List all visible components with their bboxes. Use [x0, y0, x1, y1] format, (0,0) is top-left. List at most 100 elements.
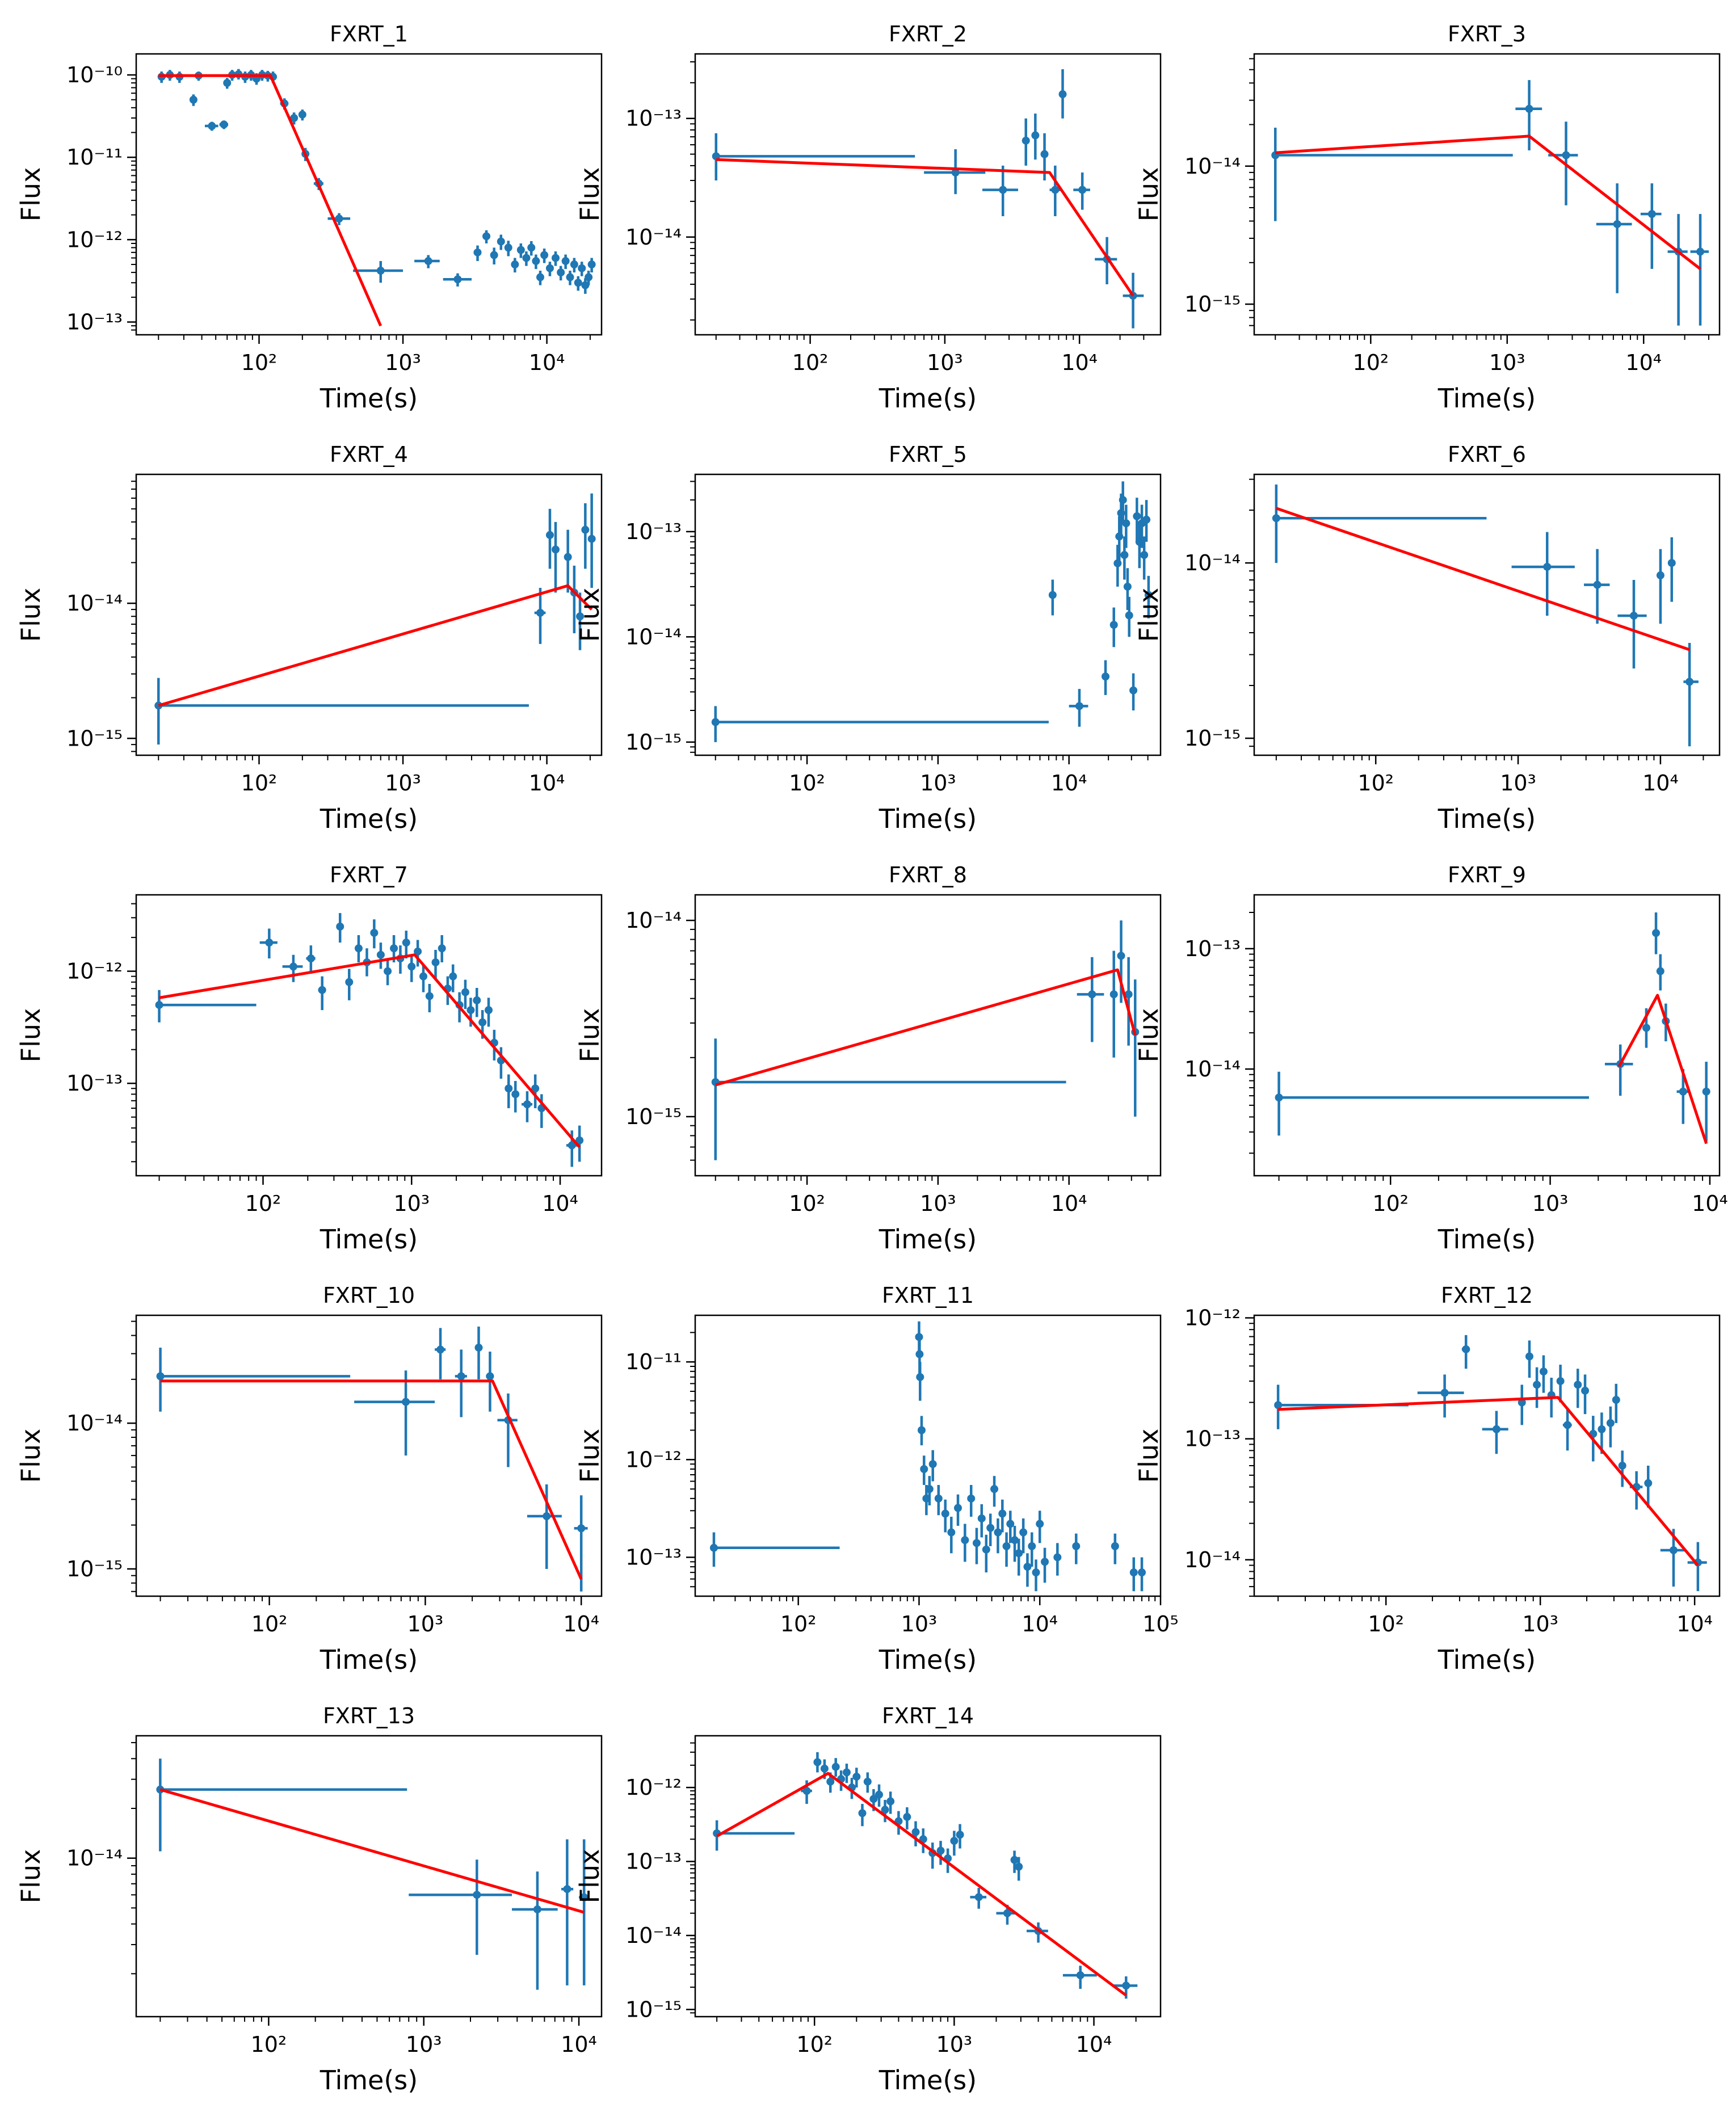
data-series: [711, 481, 1153, 742]
data-marker: [1629, 612, 1638, 620]
data-point: [711, 706, 1049, 742]
data-marker: [1644, 1479, 1653, 1487]
data-marker: [478, 1018, 487, 1026]
data-point: [1606, 1406, 1615, 1448]
data-marker: [1525, 104, 1533, 113]
data-point: [425, 984, 434, 1013]
data-marker: [484, 1006, 493, 1015]
data-point: [934, 1485, 943, 1516]
data-marker: [1076, 1971, 1085, 1980]
data-point: [587, 258, 596, 273]
data-marker: [1031, 131, 1040, 140]
data-point: [1640, 183, 1662, 269]
data-point: [443, 273, 472, 287]
data-point: [1022, 118, 1030, 166]
y-tick-label: 10⁻¹⁵: [66, 1556, 123, 1581]
data-point: [986, 1513, 995, 1546]
data-marker: [265, 939, 274, 947]
y-tick-label: 10⁻¹⁴: [1184, 154, 1241, 179]
x-tick-label: 10³: [927, 350, 963, 375]
panel-9: FXRT_9 Time(s) Flux 10² 10³ 10⁴ 10⁻¹⁴ 10⁻¹³: [1133, 862, 1728, 1255]
data-marker: [1011, 1536, 1019, 1545]
data-point: [318, 976, 326, 1011]
data-marker: [1274, 1401, 1283, 1409]
data-point: [972, 1528, 981, 1564]
data-point: [1515, 80, 1542, 151]
data-marker: [1696, 247, 1705, 256]
data-series: [154, 493, 596, 745]
data-marker: [820, 1764, 829, 1773]
data-marker: [1003, 1909, 1011, 1917]
axes-frame: [694, 894, 1162, 1177]
data-point: [916, 1362, 924, 1401]
data-point: [852, 1768, 861, 1788]
data-point: [831, 1758, 840, 1777]
minor-ticks: [131, 903, 554, 1181]
data-marker: [424, 257, 432, 266]
data-point: [998, 1499, 1007, 1533]
x-axis-label: Time(s): [878, 2065, 977, 2096]
data-point: [875, 1784, 884, 1807]
panel-11: FXRT_11 Time(s) Flux 10² 10³ 10⁴ 10⁵ 10⁻¹³ 10⁻¹²…: [574, 1283, 1179, 1675]
data-point: [578, 262, 586, 276]
fit-line: [159, 953, 581, 1148]
data-point: [924, 149, 986, 195]
fit-line: [160, 1379, 583, 1580]
data-point: [474, 1326, 483, 1379]
data-point: [156, 1347, 351, 1412]
data-point: [223, 78, 232, 89]
data-point: [585, 271, 593, 285]
data-point: [407, 954, 416, 982]
data-marker: [1041, 1558, 1049, 1566]
data-point: [564, 529, 572, 593]
data-point: [376, 943, 385, 969]
data-marker: [1109, 990, 1118, 999]
panel-title: FXRT_7: [330, 862, 408, 887]
y-axis-label: Flux: [15, 167, 46, 222]
data-marker: [1612, 1395, 1620, 1404]
y-tick-label: 10⁻¹⁴: [66, 591, 123, 616]
x-tick-label: 10²: [1368, 1611, 1404, 1636]
axes-frame: [1253, 473, 1721, 756]
data-point: [1129, 1557, 1138, 1592]
panel-title: FXRT_4: [330, 442, 408, 467]
data-point: [449, 964, 457, 992]
y-tick-label: 10⁻¹²: [66, 227, 123, 252]
minor-ticks: [1249, 1323, 1688, 1601]
data-point: [1562, 1408, 1572, 1451]
panel-2: FXRT_2 Time(s) Flux 10² 10³ 10⁴ 10⁻¹⁴ 10⁻¹³: [574, 22, 1162, 414]
panel-title: FXRT_1: [330, 22, 408, 47]
axes-frame: [1253, 53, 1721, 336]
data-point: [813, 1752, 822, 1773]
data-marker: [407, 962, 416, 971]
data-marker: [925, 1485, 934, 1493]
x-axis-label: Time(s): [320, 383, 418, 414]
data-point: [936, 1841, 945, 1865]
data-marker: [1656, 571, 1664, 579]
x-axis-label: Time(s): [320, 2065, 418, 2096]
data-point: [570, 258, 578, 273]
y-tick-label: 10⁻¹⁴: [66, 1846, 123, 1871]
data-marker: [290, 113, 299, 122]
data-marker: [533, 1905, 541, 1913]
data-point: [994, 1518, 1002, 1554]
data-point: [1053, 1543, 1062, 1576]
x-axis-label: Time(s): [1437, 1644, 1536, 1675]
minor-ticks: [690, 481, 1149, 760]
data-marker: [934, 1494, 943, 1503]
axes-frame: [694, 1314, 1162, 1597]
data-marker: [1539, 1368, 1548, 1376]
data-marker: [1462, 1345, 1470, 1353]
data-marker: [1581, 1386, 1590, 1395]
data-point: [497, 234, 505, 250]
data-marker: [1563, 1421, 1572, 1429]
y-tick-label: 10⁻¹³: [1184, 1427, 1241, 1451]
y-tick-label: 10⁻¹¹: [66, 145, 123, 170]
axes-frame: [694, 53, 1162, 336]
data-point: [1073, 172, 1090, 210]
fit-line: [158, 584, 593, 707]
data-marker: [986, 1524, 995, 1532]
data-marker: [1142, 515, 1151, 524]
data-marker: [1117, 952, 1125, 960]
